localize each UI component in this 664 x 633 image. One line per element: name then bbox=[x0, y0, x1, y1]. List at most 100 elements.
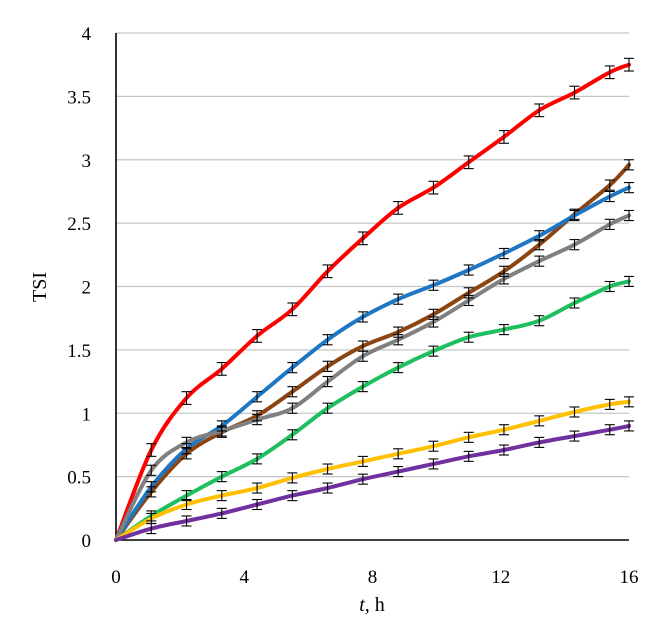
error-bar bbox=[181, 436, 192, 449]
series-line-1 bbox=[114, 62, 631, 542]
error-bar bbox=[393, 362, 404, 374]
error-bar bbox=[393, 201, 404, 215]
error-bar bbox=[534, 415, 545, 427]
y-tick-label: 3 bbox=[82, 151, 92, 172]
series-line-6 bbox=[114, 399, 631, 542]
error-bar bbox=[463, 431, 474, 443]
error-bar bbox=[463, 155, 474, 170]
error-bar bbox=[287, 302, 298, 317]
error-bar bbox=[463, 264, 474, 276]
error-bar bbox=[357, 350, 368, 362]
axes bbox=[115, 33, 629, 541]
error-bar bbox=[569, 85, 580, 100]
error-bars bbox=[146, 57, 634, 535]
error-bar bbox=[498, 324, 509, 336]
y-axis-label: TSI bbox=[29, 272, 51, 302]
x-tick-label: 0 bbox=[111, 567, 121, 588]
error-bar bbox=[146, 481, 157, 493]
x-tick-label: 16 bbox=[620, 567, 639, 588]
error-bar bbox=[357, 381, 368, 393]
error-bar bbox=[357, 455, 368, 467]
error-bar bbox=[604, 398, 615, 410]
y-tick-label: 0.5 bbox=[67, 468, 91, 489]
error-bar bbox=[216, 425, 227, 437]
error-bar bbox=[498, 247, 509, 260]
x-tick-label: 4 bbox=[240, 567, 250, 588]
series-line-4 bbox=[114, 213, 631, 542]
y-tick-label: 2 bbox=[82, 278, 92, 299]
error-bar bbox=[534, 436, 545, 448]
error-bar bbox=[534, 230, 545, 242]
error-bar bbox=[357, 231, 368, 246]
error-bar bbox=[146, 443, 157, 457]
error-bar bbox=[498, 424, 509, 436]
error-bar bbox=[393, 466, 404, 478]
error-bar bbox=[569, 406, 580, 418]
error-bar bbox=[287, 472, 298, 484]
error-bar bbox=[428, 180, 439, 195]
error-bar bbox=[393, 448, 404, 460]
error-bar bbox=[322, 375, 333, 388]
series-lines bbox=[114, 62, 631, 542]
y-tick-label: 3.5 bbox=[67, 87, 91, 108]
x-axis-label: t, h bbox=[359, 594, 385, 616]
error-bar bbox=[181, 391, 192, 405]
y-tick-label: 0 bbox=[82, 531, 92, 552]
error-bar bbox=[569, 209, 580, 222]
y-tick-label: 4 bbox=[82, 24, 92, 45]
error-bar bbox=[624, 275, 634, 287]
error-bar bbox=[534, 315, 545, 327]
error-bar bbox=[252, 391, 263, 403]
x-tick-labels: 0 4 8 12 16 bbox=[111, 567, 638, 588]
error-bar bbox=[216, 471, 227, 483]
error-bar bbox=[252, 498, 263, 511]
error-bar bbox=[252, 329, 263, 343]
error-bar bbox=[534, 103, 545, 118]
error-bar bbox=[287, 386, 298, 398]
error-bar bbox=[428, 279, 439, 291]
error-bar bbox=[624, 57, 634, 72]
error-bar bbox=[428, 458, 439, 470]
error-bar bbox=[287, 429, 298, 441]
error-bar bbox=[146, 464, 157, 476]
error-bar bbox=[624, 396, 634, 408]
x-tick-label: 12 bbox=[491, 567, 510, 588]
error-bar bbox=[181, 515, 192, 527]
error-bar bbox=[287, 490, 298, 502]
series-line-5 bbox=[114, 279, 631, 542]
error-bar bbox=[604, 65, 615, 80]
error-bar bbox=[463, 294, 474, 307]
error-bar bbox=[498, 130, 509, 144]
error-bar bbox=[604, 179, 615, 191]
error-bar bbox=[604, 190, 615, 203]
error-bar bbox=[463, 450, 474, 462]
error-bar bbox=[604, 218, 615, 231]
y-tick-label: 2.5 bbox=[67, 214, 91, 235]
error-bar bbox=[428, 440, 439, 452]
error-bar bbox=[463, 331, 474, 343]
error-bar bbox=[322, 360, 333, 372]
error-bar bbox=[146, 523, 157, 535]
error-bar bbox=[624, 159, 634, 171]
error-bar bbox=[604, 424, 615, 436]
x-axis-label-variable: t bbox=[359, 594, 365, 616]
error-bar bbox=[569, 430, 580, 442]
error-bar bbox=[624, 182, 634, 194]
error-bar bbox=[498, 444, 509, 456]
error-bar bbox=[534, 255, 545, 267]
y-tick-label: 1.5 bbox=[67, 341, 91, 362]
y-tick-label: 1 bbox=[82, 404, 92, 425]
error-bar bbox=[322, 334, 333, 346]
error-bar bbox=[357, 311, 368, 323]
series-line-2 bbox=[114, 162, 631, 542]
error-bar bbox=[216, 490, 227, 502]
error-bar bbox=[393, 293, 404, 305]
error-bar bbox=[428, 316, 439, 328]
error-bar bbox=[393, 334, 404, 346]
error-bar bbox=[357, 473, 368, 485]
error-bar bbox=[624, 209, 634, 222]
x-axis-label-unit: , h bbox=[365, 594, 385, 616]
error-bar bbox=[322, 264, 333, 279]
error-bar bbox=[322, 402, 333, 414]
